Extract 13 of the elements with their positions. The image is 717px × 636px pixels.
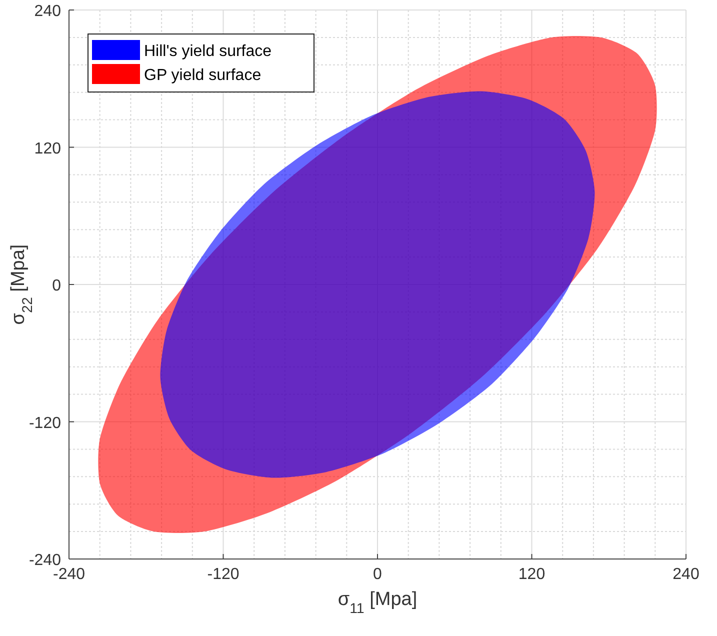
y-tick-label: -120: [28, 414, 62, 432]
x-tick-label: 0: [373, 566, 382, 583]
x-tick-label: 240: [672, 566, 700, 583]
legend-label: Hill's yield surface: [144, 43, 272, 60]
y-tick-label: 120: [34, 140, 62, 158]
x-axis-title: σ$_{11}$ [Mpa]: [338, 589, 418, 617]
y-tick-label: 0: [52, 278, 62, 294]
x-tick-label: -240: [52, 566, 86, 583]
x-tick-label: 120: [518, 566, 546, 583]
y-tick-label: -240: [28, 552, 62, 569]
legend-label: GP yield surface: [144, 67, 262, 84]
x-tick-label: -120: [207, 566, 240, 583]
y-tick-label: 240: [34, 3, 62, 20]
